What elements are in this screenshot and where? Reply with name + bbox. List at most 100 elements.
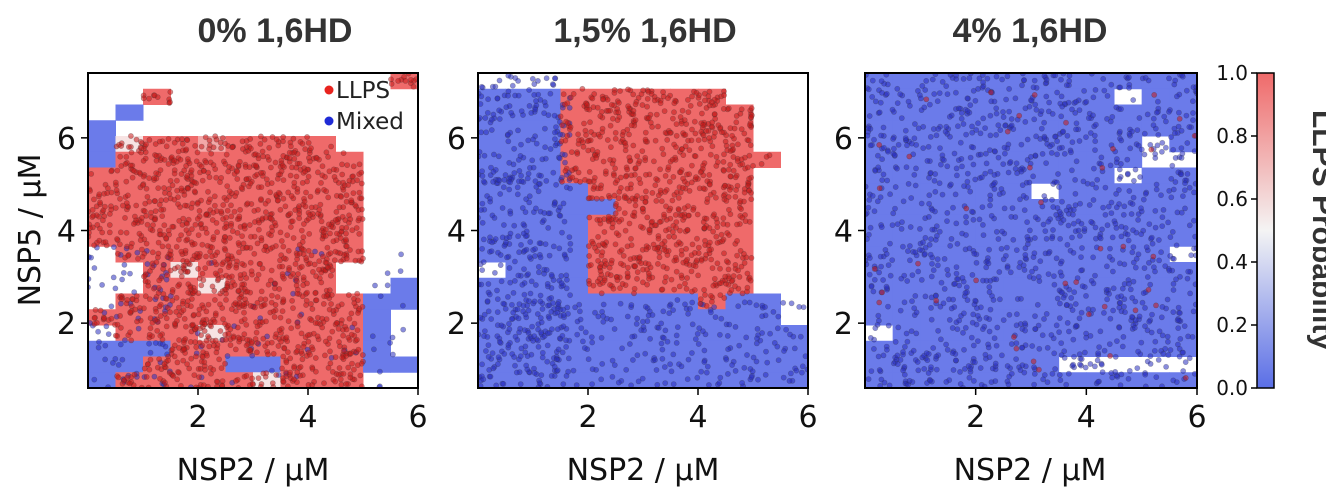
llps-point [147,226,154,233]
mixed-point [501,350,508,357]
mixed-point [1090,306,1096,313]
llps-point [155,250,162,257]
llps-point [684,275,690,281]
mixed-point [867,224,874,231]
mixed-point [1113,159,1120,166]
llps-point [319,315,325,322]
llps-point [269,380,276,386]
llps-point [339,161,345,168]
mixed-point [1069,167,1075,174]
mixed-point [1184,275,1191,282]
llps-point [694,235,700,242]
llps-point [306,158,313,165]
llps-point [638,223,644,230]
llps-point [561,101,568,108]
mixed-point [866,271,873,278]
llps-point [644,214,651,221]
mixed-point [1064,319,1071,326]
mixed-point [523,362,530,369]
mixed-point [900,198,907,205]
mixed-point [1048,149,1055,156]
mixed-point [793,367,800,374]
mixed-point [995,122,1002,129]
llps-point [700,185,707,192]
llps-point [727,148,734,154]
llps-point [91,196,97,203]
llps-point [355,346,362,353]
llps-point [167,267,174,274]
llps-point [709,143,716,150]
llps-point [347,374,354,381]
mixed-point [527,290,534,297]
mixed-point [488,127,495,133]
mixed-point [377,293,384,299]
mixed-point [899,219,905,225]
mixed-point [1059,198,1065,205]
llps-point [144,221,151,228]
mixed-point [1125,375,1132,382]
llps-point [560,91,567,98]
llps-point [232,346,239,353]
mixed-point [481,328,488,334]
mixed-point [885,262,892,268]
heatmap-cell [390,356,418,373]
llps-point [626,131,632,138]
llps-point [161,361,168,367]
llps-point [326,287,333,294]
llps-point [235,162,242,169]
llps-point [232,193,238,199]
mixed-point [554,326,561,332]
mixed-point [963,131,969,138]
mixed-point [929,76,936,83]
mixed-point [1138,231,1145,238]
llps-point [745,137,752,144]
llps-point [572,165,579,172]
llps-point [673,121,680,127]
mixed-point [1032,313,1038,319]
mixed-point [749,368,756,375]
llps-point [693,174,699,181]
mixed-point [915,88,921,94]
mixed-point [384,282,391,289]
llps-point [735,267,741,274]
mixed-point [970,161,977,168]
mixed-point [1088,218,1095,225]
llps-point [127,329,134,336]
mixed-point [515,233,521,240]
llps-point [223,296,229,303]
mixed-point [781,348,787,354]
llps-point [298,330,305,337]
mixed-point [905,180,912,187]
mixed-point [1027,227,1033,234]
llps-point [732,283,738,290]
llps-point [217,301,223,308]
llps-point [339,171,346,178]
heatmap-cell [88,151,116,168]
llps-point [586,253,592,259]
llps-point [734,237,740,244]
mixed-point [1101,87,1108,94]
mixed-point [865,132,871,139]
llps-point [160,265,166,272]
mixed-point [1020,192,1027,199]
llps-point [610,285,617,292]
llps-point [267,164,274,171]
mixed-point [1098,361,1105,368]
mixed-point [1161,113,1168,120]
mixed-point [1132,264,1139,271]
llps-point [668,276,675,283]
mixed-point [946,113,953,120]
mixed-point [897,356,904,363]
mixed-point [479,219,486,226]
llps-point [693,257,700,264]
mixed-point [918,200,925,207]
llps-point [167,99,173,105]
llps-point [137,138,144,145]
heatmap-cell [948,120,977,137]
y-tick-label: 2 [57,307,76,342]
llps-point [135,255,141,262]
mixed-point [489,83,496,90]
llps-point [682,280,688,287]
llps-point [608,101,615,108]
llps-point [159,243,166,250]
